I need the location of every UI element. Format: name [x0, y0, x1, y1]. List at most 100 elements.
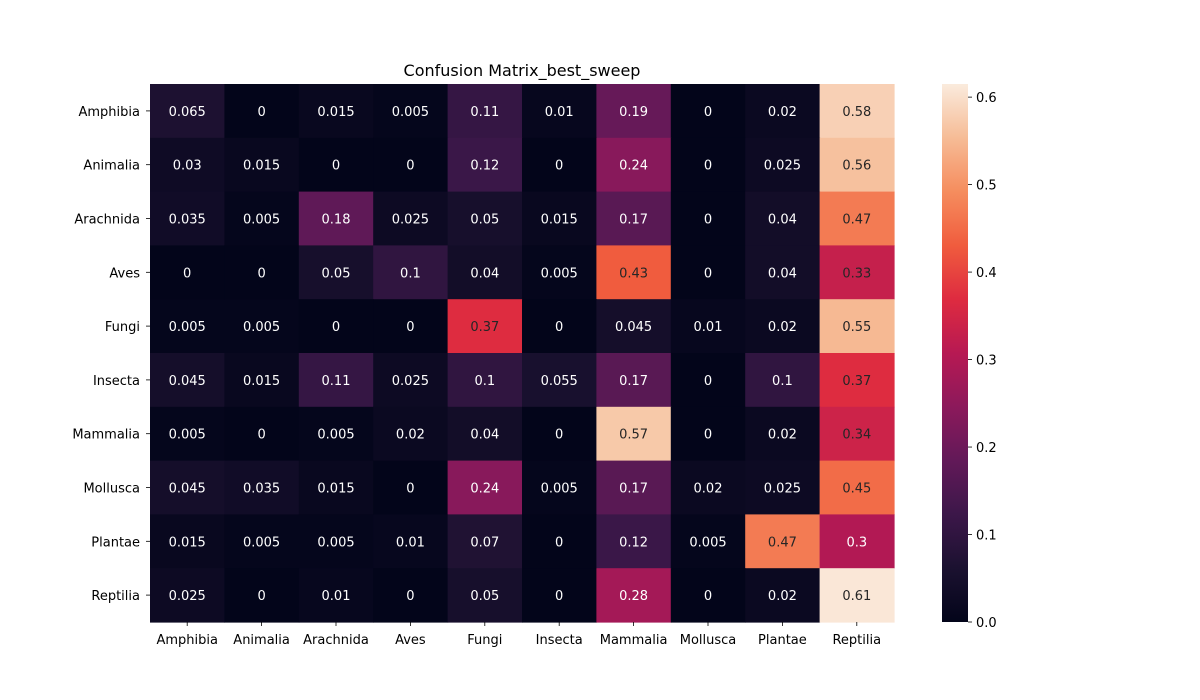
cell-value-label: 0.025: [169, 589, 206, 604]
heatmap-cell: [373, 137, 449, 193]
heatmap-cell: [150, 460, 225, 515]
colorbar-tick-label: 0.6: [976, 91, 997, 106]
heatmap-cell: [224, 514, 300, 569]
heatmap-cell: [298, 460, 374, 515]
cell-value-label: 0.11: [470, 105, 499, 120]
heatmap-cell: [670, 137, 746, 193]
cell-value-label: 0.005: [541, 266, 578, 281]
heatmap-cell: [819, 84, 895, 139]
cell-value-label: 0.17: [619, 213, 648, 228]
cell-value-label: 0.005: [689, 535, 726, 550]
heatmap-cell: [150, 514, 225, 569]
cell-value-label: 0.07: [470, 535, 499, 550]
cell-value-label: 0.015: [317, 105, 354, 120]
cell-value-label: 0.04: [470, 428, 499, 443]
cell-value-label: 0.47: [842, 213, 871, 228]
row-tick-label: Insecta: [93, 374, 140, 389]
heatmap-cell: [745, 353, 821, 408]
cell-value-label: 0: [704, 159, 712, 174]
column-tick-label: Animalia: [233, 633, 290, 648]
cell-value-label: 0.47: [768, 535, 797, 550]
heatmap-cell: [224, 299, 300, 354]
cell-value-label: 0.02: [694, 482, 723, 497]
cell-value-label: 0: [257, 589, 265, 604]
cell-value-label: 0: [406, 482, 414, 497]
cell-value-label: 0: [332, 320, 340, 335]
heatmap-cell: [150, 245, 225, 300]
cell-value-label: 0.025: [764, 482, 801, 497]
cell-value-label: 0: [704, 374, 712, 389]
cell-value-label: 0.025: [764, 159, 801, 174]
heatmap-cell: [373, 299, 449, 354]
cell-value-label: 0.24: [619, 159, 648, 174]
heatmap-cell: [745, 191, 821, 246]
cell-value-label: 0.37: [470, 320, 499, 335]
cell-value-label: 0.56: [842, 159, 871, 174]
heatmap-cell: [745, 84, 821, 139]
row-tick-label: Plantae: [91, 535, 140, 550]
cell-value-label: 0.02: [396, 428, 425, 443]
heatmap-cell: [447, 299, 523, 354]
row-tick-label: Fungi: [105, 320, 140, 335]
heatmap-cell: [670, 191, 746, 246]
cell-value-label: 0.03: [173, 159, 202, 174]
cell-value-label: 0: [555, 535, 563, 550]
heatmap-cell: [373, 460, 449, 515]
row-tick-labels: Amphibia Animalia Arachnida Aves Fungi Insect…: [72, 105, 150, 604]
colorbar-tick-label: 0.1: [976, 529, 997, 544]
heatmap-cell: [522, 568, 597, 623]
cell-value-label: 0.28: [619, 589, 648, 604]
heatmap-cell: [447, 353, 523, 408]
cell-value-label: 0.005: [169, 428, 206, 443]
heatmap-cell: [224, 137, 300, 193]
cell-value-label: 0: [257, 428, 265, 443]
heatmap-cell: [522, 245, 597, 300]
cell-value-label: 0.015: [541, 213, 578, 228]
heatmap-cell: [522, 406, 597, 462]
heatmap-cell: [745, 299, 821, 354]
cell-value-label: 0.05: [322, 266, 351, 281]
heatmap-cell: [596, 245, 672, 300]
cell-value-label: 0.17: [619, 374, 648, 389]
cell-value-label: 0.015: [317, 482, 354, 497]
heatmap-cell: [819, 137, 895, 193]
cell-value-label: 0.05: [470, 213, 499, 228]
colorbar: 0.0 0.1 0.2 0.3 0.4 0.5 0.6: [942, 84, 997, 631]
heatmap-cell: [596, 568, 672, 623]
heatmap-cell: [596, 514, 672, 569]
heatmap-cell: [150, 353, 225, 408]
column-tick-label: Fungi: [467, 633, 502, 648]
heatmap-cell: [150, 406, 225, 462]
cell-value-label: 0.43: [619, 266, 648, 281]
cell-value-label: 0: [257, 266, 265, 281]
heatmap-cell: [522, 514, 597, 569]
column-tick-label: Amphibia: [156, 633, 218, 648]
cell-value-label: 0.45: [842, 482, 871, 497]
heatmap-cell: [373, 568, 449, 623]
cell-value-label: 0: [555, 320, 563, 335]
heatmap-cell: [522, 460, 597, 515]
cell-value-label: 0.025: [392, 374, 429, 389]
cell-value-label: 0.01: [545, 105, 574, 120]
column-tick-label: Aves: [395, 633, 426, 648]
cell-value-label: 0.24: [470, 482, 499, 497]
heatmap-cell: [819, 568, 895, 623]
column-tick-label: Mollusca: [680, 633, 737, 648]
cell-value-label: 0.02: [768, 428, 797, 443]
heatmap-cell: [224, 191, 300, 246]
heatmap-cell: [596, 84, 672, 139]
heatmap-cell: [373, 245, 449, 300]
heatmap-cell: [819, 514, 895, 569]
heatmap-cell: [522, 299, 597, 354]
colorbar-tick-label: 0.0: [976, 616, 997, 631]
heatmap-cell: [670, 406, 746, 462]
heatmap-cell: [150, 84, 225, 139]
heatmap-cell: [819, 406, 895, 462]
cell-value-label: 0.005: [317, 535, 354, 550]
cell-value-label: 0: [704, 213, 712, 228]
cell-value-label: 0.34: [842, 428, 871, 443]
cell-value-label: 0.005: [541, 482, 578, 497]
heatmap-cell: [447, 137, 523, 193]
cell-value-label: 0.55: [842, 320, 871, 335]
